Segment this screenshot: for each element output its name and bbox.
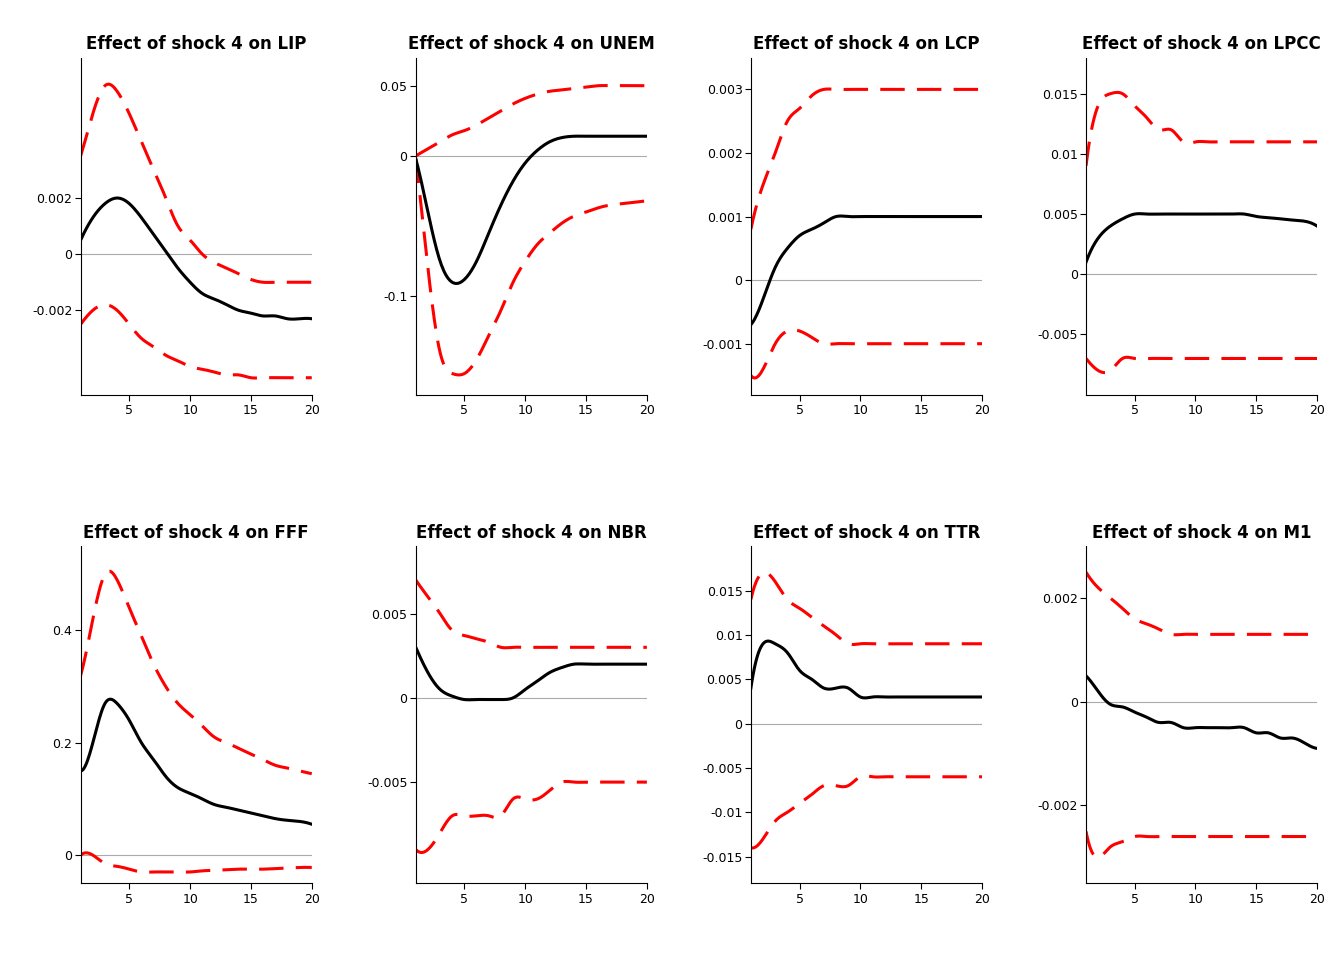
Title: Effect of shock 4 on M1: Effect of shock 4 on M1 [1091,524,1312,541]
Title: Effect of shock 4 on TTR: Effect of shock 4 on TTR [753,524,980,541]
Title: Effect of shock 4 on UNEM: Effect of shock 4 on UNEM [409,36,655,53]
Title: Effect of shock 4 on NBR: Effect of shock 4 on NBR [415,524,646,541]
Title: Effect of shock 4 on FFF: Effect of shock 4 on FFF [83,524,309,541]
Title: Effect of shock 4 on LPCC: Effect of shock 4 on LPCC [1082,36,1321,53]
Title: Effect of shock 4 on LCP: Effect of shock 4 on LCP [753,36,980,53]
Title: Effect of shock 4 on LIP: Effect of shock 4 on LIP [86,36,306,53]
